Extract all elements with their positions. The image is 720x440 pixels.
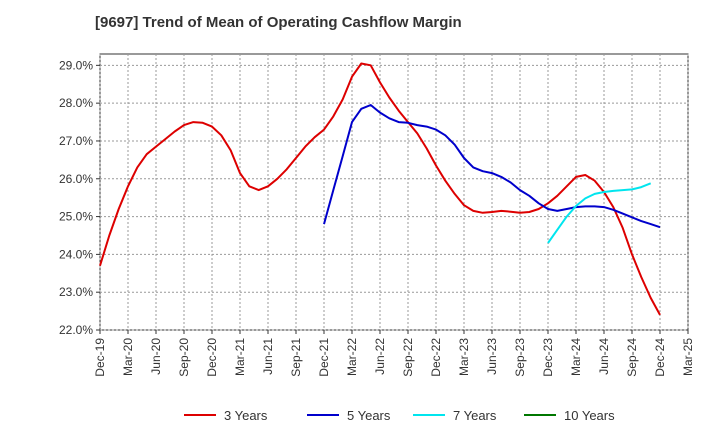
x-tick-label: Dec-21: [317, 338, 331, 377]
x-tick-label: Dec-20: [205, 338, 219, 377]
x-tick-label: Dec-19: [93, 338, 107, 377]
x-tick-label: Sep-23: [513, 338, 527, 377]
x-tick-label: Dec-23: [541, 338, 555, 377]
y-tick-label: 23.0%: [59, 285, 93, 299]
x-tick-label: Sep-22: [401, 338, 415, 377]
y-tick-label: 22.0%: [59, 323, 93, 337]
y-tick-label: 27.0%: [59, 134, 93, 148]
chart-title: [9697] Trend of Mean of Operating Cashfl…: [95, 14, 462, 31]
x-tick-label: Mar-20: [121, 338, 135, 376]
x-tick-label: Mar-22: [345, 338, 359, 376]
x-tick-label: Mar-21: [233, 338, 247, 376]
x-tick-label: Mar-25: [681, 338, 695, 376]
legend-label-7-years: 7 Years: [453, 408, 497, 423]
legend: 3 Years 5 Years 7 Years 10 Years: [184, 408, 615, 423]
y-tick-label: 26.0%: [59, 172, 93, 186]
x-tick-label: Sep-24: [625, 338, 639, 377]
y-tick-label: 25.0%: [59, 210, 93, 224]
x-tick-label: Sep-21: [289, 338, 303, 377]
x-tick-label: Mar-23: [457, 338, 471, 376]
x-tick-label: Jun-22: [373, 338, 387, 375]
x-tick-label: Jun-24: [597, 338, 611, 375]
x-tick-label: Dec-22: [429, 338, 443, 377]
legend-label-10-years: 10 Years: [564, 408, 615, 423]
x-tick-label: Sep-20: [177, 338, 191, 377]
y-tick-label: 28.0%: [59, 96, 93, 110]
legend-label-5-years: 5 Years: [347, 408, 391, 423]
axes: Dec-19 Mar-20 Jun-20 Sep-20 Dec-20 Mar-21 Jun-…: [59, 58, 695, 376]
grid-lines: [99, 53, 689, 331]
series-line-7-years: [547, 182, 652, 244]
x-tick-label: Jun-23: [485, 338, 499, 375]
x-tick-label: Dec-24: [653, 338, 667, 377]
y-tick-label: 29.0%: [59, 58, 93, 72]
y-tick-label: 24.0%: [59, 247, 93, 261]
x-tick-label: Jun-21: [261, 338, 275, 375]
x-tick-label: Jun-20: [149, 338, 163, 375]
series-line-3-years: [99, 62, 661, 316]
x-tick-label: Mar-24: [569, 338, 583, 376]
series-line-5-years: [323, 104, 661, 229]
legend-label-3-years: 3 Years: [224, 408, 268, 423]
series-lines: [99, 62, 661, 316]
